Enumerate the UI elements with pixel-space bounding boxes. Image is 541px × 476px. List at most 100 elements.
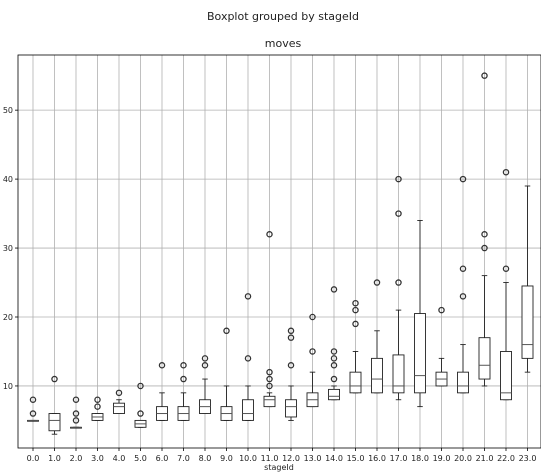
- outlier-point: [352, 299, 359, 307]
- box-group: [392, 175, 405, 401]
- outlier-point: [481, 231, 488, 238]
- box-group: [414, 220, 426, 408]
- box-iqr: [521, 285, 534, 359]
- box-group: [242, 293, 254, 421]
- chart-title: moves: [265, 37, 302, 50]
- outlier-point: [94, 396, 101, 403]
- outlier-point: [180, 362, 187, 369]
- x-tick-label: 18.0: [411, 454, 429, 463]
- box-iqr: [285, 399, 297, 418]
- x-tick-label: 22.0: [497, 454, 515, 463]
- box-group: [134, 382, 147, 428]
- outlier-point: [72, 410, 80, 417]
- x-tick-label: 15.0: [347, 454, 365, 463]
- outlier-point: [330, 375, 338, 383]
- x-tick-label: 17.0: [390, 454, 408, 463]
- axis-ticks: 10 20 30 40 50 0.0 1.0 2.0 3.0 4.0 5.0 6.0 7.0 8.0 9.0…: [3, 106, 537, 463]
- outlier-point: [180, 375, 187, 383]
- box-group: [349, 299, 362, 394]
- outlier-point: [459, 175, 467, 183]
- x-tick-label: 1.0: [48, 454, 61, 463]
- outlier-point: [481, 72, 488, 79]
- x-tick-label: 10.0: [239, 454, 257, 463]
- outlier-point: [395, 175, 402, 183]
- outlier-point: [244, 293, 252, 300]
- outlier-point: [51, 375, 58, 383]
- outlier-point: [201, 362, 209, 369]
- outlier-point: [158, 362, 166, 369]
- x-tick-label: 0.0: [27, 454, 40, 463]
- box-iqr: [478, 337, 491, 380]
- box-group: [48, 375, 61, 435]
- outlier-point: [352, 320, 359, 328]
- outlier-point: [29, 396, 37, 403]
- outlier-point: [72, 396, 80, 403]
- box-group: [156, 362, 168, 421]
- box-iqr: [500, 351, 512, 401]
- outlier-point: [438, 306, 445, 314]
- outlier-point: [244, 355, 252, 362]
- outlier-point: [309, 348, 316, 355]
- boxes-layer: [27, 72, 534, 435]
- box-group: [220, 327, 233, 421]
- x-tick-label: 8.0: [199, 454, 212, 463]
- outlier-point: [266, 382, 273, 390]
- box-iqr: [392, 354, 405, 394]
- outlier-point: [373, 279, 381, 286]
- outlier-point: [459, 265, 467, 272]
- outlier-point: [330, 355, 338, 362]
- box-group: [27, 396, 39, 422]
- x-tick-label: 12.0: [282, 454, 300, 463]
- x-tick-label: 6.0: [156, 454, 169, 463]
- y-tick-label: 20: [3, 313, 13, 322]
- outlier-point: [29, 410, 37, 417]
- outlier-point: [266, 231, 273, 238]
- box-group: [435, 306, 448, 387]
- box-group: [457, 175, 469, 394]
- box-group: [328, 286, 340, 401]
- box-iqr: [371, 357, 383, 394]
- outlier-point: [502, 265, 510, 272]
- outlier-point: [137, 410, 144, 417]
- outlier-point: [115, 389, 123, 397]
- box-group: [199, 355, 211, 414]
- y-tick-label: 50: [3, 106, 13, 115]
- box-group: [263, 231, 276, 408]
- x-tick-label: 16.0: [368, 454, 386, 463]
- x-tick-label: 2.0: [70, 454, 83, 463]
- box-group: [70, 396, 82, 429]
- outlier-point: [309, 313, 316, 321]
- box-group: [371, 279, 383, 394]
- y-tick-label: 40: [3, 175, 13, 184]
- outlier-point: [330, 362, 338, 369]
- outlier-point: [330, 286, 338, 293]
- x-tick-label: 23.0: [519, 454, 537, 463]
- box-group: [521, 185, 534, 373]
- outlier-point: [287, 334, 295, 341]
- x-tick-label: 4.0: [113, 454, 126, 463]
- box-iqr: [263, 395, 276, 408]
- y-tick-label: 10: [3, 382, 13, 391]
- box-group: [478, 72, 491, 387]
- outlier-point: [94, 403, 101, 410]
- box-group: [285, 327, 297, 421]
- box-group: [113, 389, 125, 414]
- x-tick-label: 7.0: [177, 454, 190, 463]
- x-tick-label: 19.0: [433, 454, 451, 463]
- box-iqr: [328, 388, 340, 401]
- outlier-point: [266, 375, 273, 383]
- outlier-point: [395, 279, 402, 286]
- box-iqr: [457, 371, 469, 394]
- box-group: [91, 396, 104, 421]
- outlier-point: [137, 382, 144, 390]
- box-iqr: [242, 399, 254, 421]
- chart-suptitle: Boxplot grouped by stageId: [207, 10, 359, 23]
- x-tick-label: 14.0: [325, 454, 343, 463]
- plot-frame: [17, 54, 541, 449]
- outlier-point: [287, 362, 295, 369]
- y-tick-label: 30: [3, 244, 13, 253]
- box-group: [177, 362, 190, 421]
- outlier-point: [223, 327, 230, 335]
- x-tick-label: 20.0: [454, 454, 472, 463]
